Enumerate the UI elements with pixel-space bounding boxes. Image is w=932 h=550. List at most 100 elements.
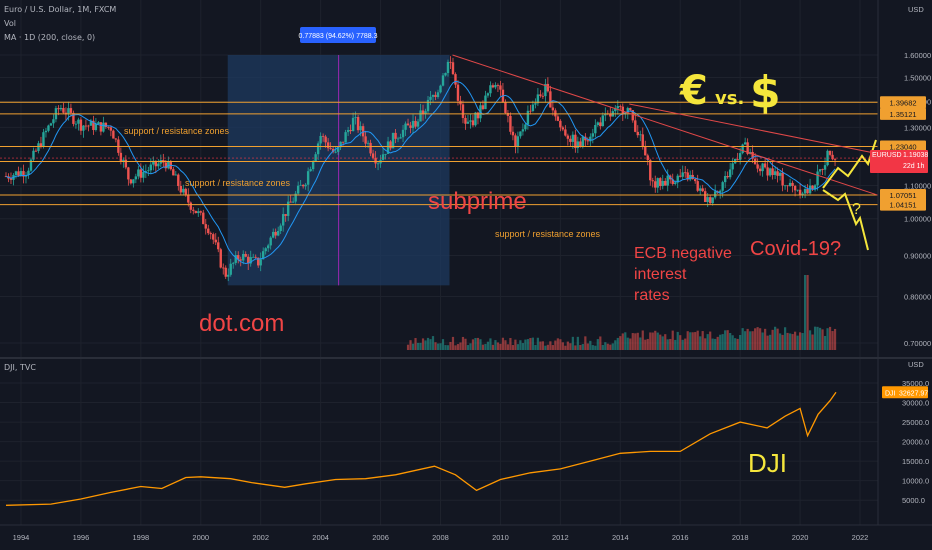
candle-body <box>281 214 285 226</box>
candle-body <box>516 136 520 147</box>
candle-body <box>791 182 794 186</box>
candle-body <box>773 171 777 175</box>
volume-bar <box>471 339 475 350</box>
sr-zone-label-2: support / resistance zones <box>185 178 291 188</box>
candle-body <box>768 168 772 176</box>
candle-body <box>616 106 619 109</box>
dji-tick-label: 10000.0 <box>902 477 929 486</box>
volume-bar <box>659 334 662 350</box>
candle-body <box>234 255 237 263</box>
volume-bar <box>416 342 420 350</box>
candle-body <box>821 169 824 171</box>
candle-body <box>604 113 607 116</box>
candle-body <box>184 188 187 195</box>
price-tick-label: 1.30000 <box>904 123 931 132</box>
candle-body <box>741 144 744 154</box>
candle-body <box>534 103 537 105</box>
zone-price-tag <box>880 107 926 120</box>
volume-bar <box>759 328 762 350</box>
time-tick-label: 2020 <box>792 533 809 542</box>
ma-legend[interactable]: MA · 1D (200, close, 0) <box>4 33 96 42</box>
candle-body <box>721 182 724 191</box>
volume-bar <box>451 336 455 350</box>
time-axis[interactable]: 1994 1996 1998 2000 2002 2004 2006 2008 2010 2012… <box>13 533 869 542</box>
volume-bar <box>414 338 417 350</box>
volume-bar <box>546 344 549 350</box>
candle-body <box>194 210 197 214</box>
candle-body <box>818 169 822 172</box>
candle-body <box>94 124 98 131</box>
scenario-down-zigzag <box>822 189 869 251</box>
candle-body <box>306 171 310 185</box>
volume-bar <box>709 331 712 350</box>
ecb-annotation-line2: interest <box>634 266 687 283</box>
dji-legend[interactable]: DJI, TVC <box>4 363 36 372</box>
volume-bar <box>476 337 480 350</box>
candle-body <box>639 134 642 136</box>
candle-body <box>9 178 13 180</box>
candle-body <box>526 110 530 125</box>
candle-body <box>204 224 207 229</box>
dollar-symbol: $ <box>750 67 781 118</box>
candle-body <box>708 197 712 204</box>
candle-body <box>756 164 759 169</box>
symbol-legend[interactable]: Euro / U.S. Dollar, 1M, FXCM <box>4 5 117 14</box>
volume-bar <box>506 344 510 350</box>
volume-bar <box>606 343 609 350</box>
volume-bar <box>619 336 622 350</box>
candle-body <box>84 125 88 127</box>
time-tick-label: 2010 <box>492 533 509 542</box>
candle-body <box>439 85 442 93</box>
candle-body <box>731 163 734 170</box>
volume-bar <box>741 328 744 350</box>
zone-price-tag-label: 1.39682 <box>889 98 916 107</box>
volume-bar <box>409 340 412 350</box>
volume-legend[interactable]: Vol <box>4 19 16 28</box>
candle-body <box>254 256 257 258</box>
candle-body <box>723 176 727 183</box>
candle-body <box>349 129 352 132</box>
candle-body <box>816 171 819 186</box>
candle-body <box>414 120 417 127</box>
candle-body <box>596 122 600 126</box>
volume-bar <box>774 326 777 350</box>
volume-bar <box>494 340 497 350</box>
candle-body <box>783 185 787 187</box>
candle-body <box>19 171 23 176</box>
covid-annotation: Covid-19? <box>750 238 841 260</box>
price-labels: 1.396821.351211.230401.178711.070511.041… <box>0 96 928 399</box>
candle-body <box>801 193 804 195</box>
candle-body <box>476 112 480 119</box>
candle-body <box>394 132 397 139</box>
volume-bar <box>691 332 694 350</box>
candle-body <box>82 125 85 131</box>
candle-body <box>74 123 78 125</box>
volume-bar <box>629 338 632 350</box>
volume-bar <box>531 337 534 350</box>
volume-bar <box>828 326 832 350</box>
volume-bar <box>716 336 719 350</box>
dji-price-axis[interactable]: 35000.0 30000.0 25000.0 20000.0 15000.0 10000… <box>902 379 929 505</box>
volume-bar <box>808 330 812 350</box>
volume-bar <box>661 336 664 350</box>
candle-body <box>689 174 692 180</box>
candle-body <box>189 202 192 210</box>
candle-body <box>351 117 355 132</box>
volume-bar <box>434 342 437 350</box>
candle-body <box>481 105 485 110</box>
dji-line <box>5 391 837 506</box>
volume-bar <box>654 330 657 350</box>
candle-body <box>738 153 742 160</box>
volume-bar <box>446 345 450 350</box>
candle-body <box>14 171 18 176</box>
candle-body <box>569 138 572 142</box>
candle-body <box>391 132 395 149</box>
volume-bar <box>426 337 430 350</box>
volume-bar <box>789 333 792 350</box>
candle-body <box>237 255 240 260</box>
candle-body <box>828 150 832 155</box>
volume-bar <box>539 341 542 350</box>
volume-bar <box>786 332 789 350</box>
volume-bar <box>823 335 827 350</box>
